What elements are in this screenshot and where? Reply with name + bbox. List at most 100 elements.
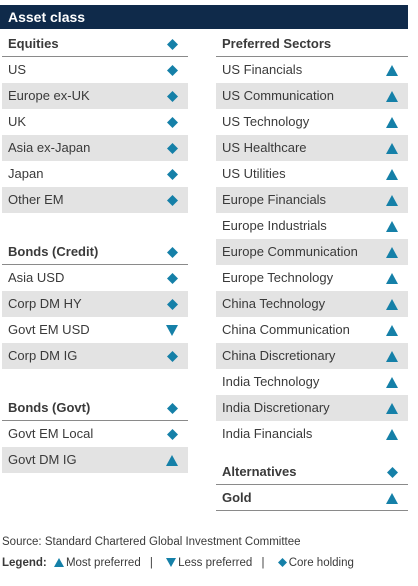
row-us-communication: US Communication [216, 83, 408, 109]
section-header-alternatives: Alternatives [216, 459, 408, 485]
row-us-financials: US Financials [216, 57, 408, 83]
row-india-discretionary: India Discretionary [216, 395, 408, 421]
asset-class-header: Asset class [0, 5, 408, 29]
diamond-icon [164, 57, 180, 83]
row-label: Govt EM USD [8, 322, 90, 337]
row-label: US [8, 62, 27, 77]
row-europe-financials: Europe Financials [216, 187, 408, 213]
row-europe-ex-uk: Europe ex-UK [2, 83, 188, 109]
row-label: UK [8, 114, 27, 129]
preferred-sectors-column: Preferred Sectors US Financials US Communi… [216, 31, 408, 511]
row-label: Bonds (Credit) [8, 244, 99, 259]
legend-less-preferred: Less preferred [178, 557, 253, 569]
diamond-icon [277, 558, 287, 568]
triangle-up-icon [384, 83, 400, 109]
diamond-icon [164, 395, 180, 421]
row-label: Asia ex-Japan [8, 140, 91, 155]
triangle-up-icon [384, 213, 400, 239]
row-label: US Communication [222, 88, 334, 103]
diamond-icon [164, 31, 180, 57]
diamond-icon [164, 83, 180, 109]
row-europe-industrials: Europe Industrials [216, 213, 408, 239]
row-label: Europe Industrials [222, 218, 327, 233]
row-label: China Technology [222, 296, 326, 311]
row-asia-usd: Asia USD [2, 265, 188, 291]
triangle-up-icon [384, 291, 400, 317]
legend-most-preferred: Most preferred [65, 557, 141, 569]
row-label: Corp DM HY [8, 296, 82, 311]
diamond-icon [164, 239, 180, 265]
diamond-icon [164, 187, 180, 213]
row-label: US Technology [222, 114, 310, 129]
row-label: US Financials [222, 62, 303, 77]
triangle-up-icon [384, 109, 400, 135]
triangle-up-icon [384, 395, 400, 421]
triangle-down-icon [166, 558, 177, 568]
row-label: US Utilities [222, 166, 286, 181]
row-label: Preferred Sectors [222, 36, 332, 51]
row-label: Alternatives [222, 464, 297, 479]
row-us: US [2, 57, 188, 83]
row-label: Govt EM Local [8, 426, 94, 441]
diamond-icon [164, 135, 180, 161]
triangle-up-icon [384, 135, 400, 161]
triangle-up-icon [384, 239, 400, 265]
row-china-discretionary: China Discretionary [216, 343, 408, 369]
section-header-preferred-sectors: Preferred Sectors [216, 31, 408, 57]
row-label: Europe ex-UK [8, 88, 90, 103]
diamond-icon [164, 421, 180, 447]
row-label: Govt DM IG [8, 452, 77, 467]
section-header-equities: Equities [2, 31, 188, 57]
diamond-icon [384, 459, 400, 485]
row-label: Equities [8, 36, 59, 51]
triangle-up-icon [164, 447, 180, 473]
row-label: China Discretionary [222, 348, 336, 363]
row-china-technology: China Technology [216, 291, 408, 317]
row-govt-em-usd: Govt EM USD [2, 317, 188, 343]
triangle-up-icon [384, 317, 400, 343]
row-label: India Technology [222, 374, 320, 389]
diamond-icon [164, 109, 180, 135]
row-japan: Japan [2, 161, 188, 187]
triangle-up-icon [384, 369, 400, 395]
triangle-up-icon [384, 421, 400, 447]
row-europe-communication: Europe Communication [216, 239, 408, 265]
triangle-up-icon [53, 558, 64, 568]
triangle-up-icon [384, 485, 400, 511]
row-india-financials: India Financials [216, 421, 408, 447]
diamond-icon [164, 343, 180, 369]
row-us-healthcare: US Healthcare [216, 135, 408, 161]
legend: Legend: Most preferred | Less preferred … [2, 557, 354, 569]
row-label: Corp DM IG [8, 348, 78, 363]
triangle-up-icon [384, 265, 400, 291]
row-govt-dm-ig: Govt DM IG [2, 447, 188, 473]
legend-label: Legend: [2, 557, 47, 569]
row-govt-em-local: Govt EM Local [2, 421, 188, 447]
row-india-technology: India Technology [216, 369, 408, 395]
row-label: US Healthcare [222, 140, 307, 155]
row-corp-dm-ig: Corp DM IG [2, 343, 188, 369]
source-note: Source: Standard Chartered Global Invest… [2, 536, 301, 548]
row-label: India Discretionary [222, 400, 330, 415]
row-label: Europe Financials [222, 192, 327, 207]
row-corp-dm-hy: Corp DM HY [2, 291, 188, 317]
diamond-icon [164, 161, 180, 187]
row-label: Japan [8, 166, 44, 181]
diamond-icon [164, 265, 180, 291]
legend-core-holding: Core holding [288, 557, 354, 569]
diamond-icon [164, 291, 180, 317]
triangle-up-icon [384, 161, 400, 187]
row-label: China Communication [222, 322, 350, 337]
section-header-bonds-credit: Bonds (Credit) [2, 239, 188, 265]
row-china-communication: China Communication [216, 317, 408, 343]
row-label: Europe Communication [222, 244, 358, 259]
section-header-gold: Gold [216, 485, 408, 511]
triangle-down-icon [164, 317, 180, 343]
row-label: Asia USD [8, 270, 65, 285]
triangle-up-icon [384, 343, 400, 369]
row-label: Bonds (Govt) [8, 400, 91, 415]
row-label: Gold [222, 490, 252, 505]
row-asia-ex-japan: Asia ex-Japan [2, 135, 188, 161]
row-us-utilities: US Utilities [216, 161, 408, 187]
triangle-up-icon [384, 187, 400, 213]
